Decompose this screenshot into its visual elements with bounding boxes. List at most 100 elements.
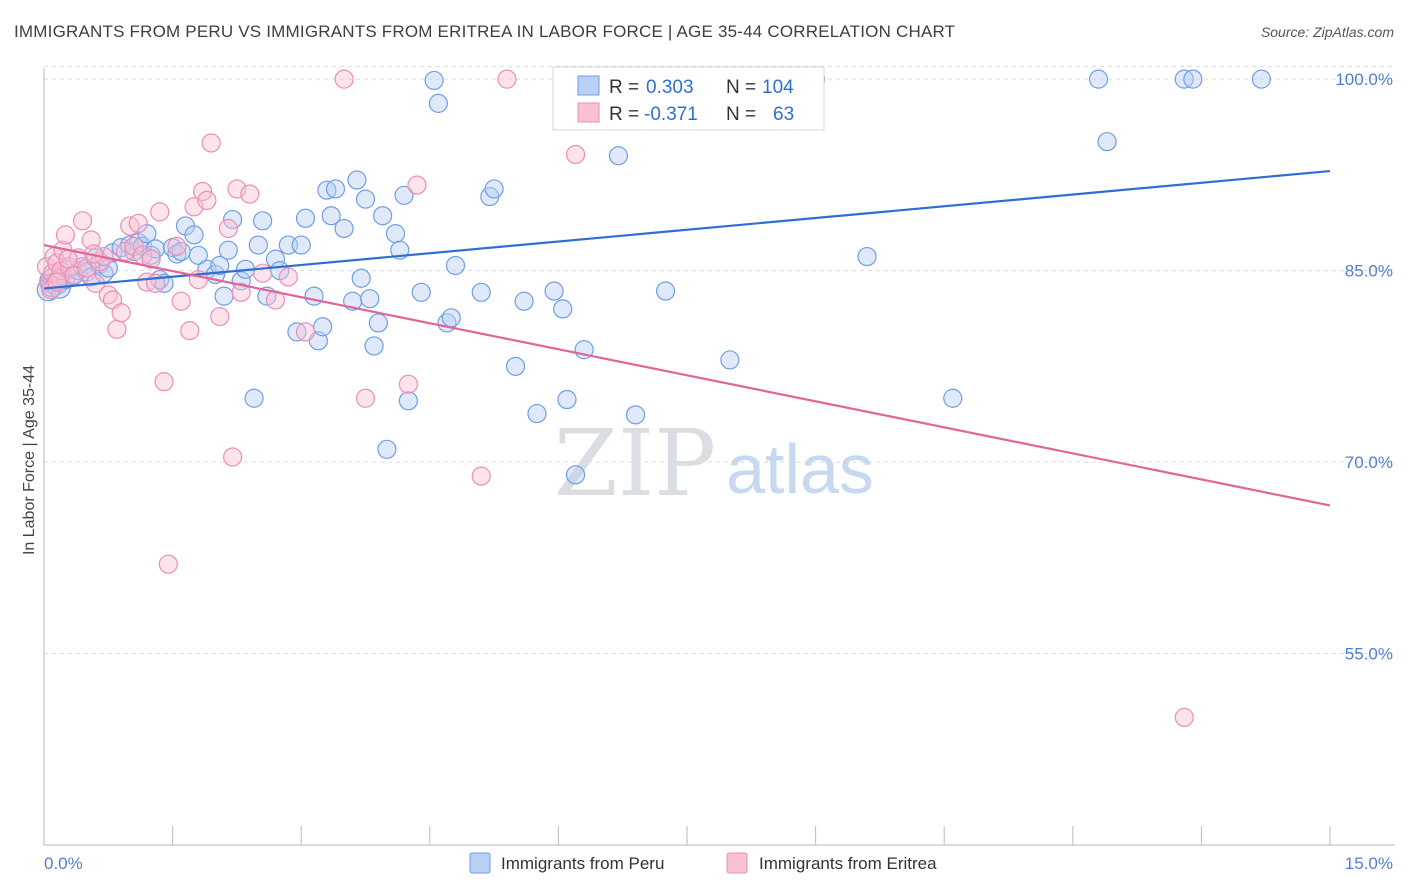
point-peru-34 [188, 245, 208, 265]
point-eritrea-43 [218, 218, 238, 239]
x-tick-label-max: 15.0% [1345, 854, 1393, 873]
bottom-legend-swatch-eritrea [726, 852, 748, 874]
point-eritrea-59 [1174, 707, 1194, 727]
point-peru-102 [1183, 69, 1203, 89]
y-tick-label-55: 55.0% [1345, 645, 1393, 664]
point-peru-52 [295, 208, 316, 228]
point-peru-61 [347, 170, 367, 190]
point-eritrea-50 [278, 267, 298, 287]
tick-labels: 55.0% 70.0% 85.0% 100.0% 0.0% 15.0% [44, 70, 1393, 873]
point-peru-51 [291, 235, 311, 255]
point-eritrea-52 [334, 69, 354, 89]
trend-line-eritrea [43, 244, 1331, 507]
point-peru-93 [655, 281, 676, 301]
point-eritrea-42 [210, 306, 230, 327]
x-tick-label-min: 0.0% [44, 854, 83, 873]
legend-r-value-eritrea: -0.371 [644, 104, 698, 125]
legend-top: R = 0.303 N = 104 R = -0.371 N = 63 [552, 66, 825, 131]
point-peru-83 [514, 291, 534, 311]
trend-lines [43, 169, 1331, 507]
watermark: ZIP atlas [554, 410, 874, 517]
point-eritrea-41 [201, 133, 221, 153]
point-peru-53 [304, 286, 324, 306]
point-eritrea-51 [295, 322, 316, 342]
point-peru-62 [351, 268, 371, 288]
point-peru-44 [248, 235, 268, 255]
trend-line-peru [43, 169, 1331, 290]
point-peru-69 [385, 223, 406, 244]
point-peru-66 [368, 313, 388, 333]
axes [43, 68, 1395, 846]
y-tick-label-70: 70.0% [1345, 453, 1393, 472]
data-points [36, 69, 1272, 727]
watermark-zip: ZIP [554, 410, 716, 517]
point-peru-37 [210, 255, 230, 276]
point-peru-87 [557, 389, 577, 410]
legend-n-value-peru: 104 [762, 77, 794, 98]
legend-r-value-peru: 0.303 [646, 77, 694, 98]
point-peru-38 [214, 286, 234, 306]
point-eritrea-31 [150, 202, 170, 222]
point-peru-68 [377, 439, 397, 459]
point-peru-95 [720, 350, 740, 370]
legend-r-label-eritrea: R = [609, 104, 639, 125]
legend-swatch-eritrea [577, 102, 600, 123]
y-tick-label-100: 100.0% [1335, 70, 1393, 89]
point-eritrea-35 [171, 291, 191, 311]
point-peru-77 [441, 308, 461, 328]
point-eritrea-26 [128, 213, 148, 233]
point-eritrea-22 [111, 303, 131, 323]
point-peru-74 [424, 70, 444, 91]
bottom-legend-swatch-peru [469, 852, 491, 874]
point-peru-85 [544, 281, 564, 301]
point-peru-40 [223, 209, 243, 230]
point-peru-78 [445, 255, 466, 276]
point-eritrea-39 [193, 181, 213, 202]
point-peru-100 [1097, 132, 1117, 152]
point-eritrea-56 [471, 466, 491, 486]
point-eritrea-54 [398, 374, 418, 394]
point-eritrea-33 [158, 554, 178, 574]
point-eritrea-9 [55, 225, 76, 245]
point-eritrea-61 [58, 249, 78, 269]
point-peru-55 [313, 317, 333, 337]
bottom-legend-label-eritrea: Immigrants from Eritrea [759, 854, 937, 873]
legend-swatch-peru [577, 75, 600, 96]
y-tick-label-85: 85.0% [1345, 262, 1393, 281]
point-peru-88 [565, 465, 586, 485]
point-eritrea-45 [227, 179, 247, 199]
point-eritrea-34 [167, 236, 187, 256]
point-peru-45 [253, 211, 273, 231]
chart-title: IMMIGRANTS FROM PERU VS IMMIGRANTS FROM … [14, 22, 956, 41]
point-peru-67 [373, 206, 393, 226]
point-eritrea-53 [355, 388, 376, 408]
point-eritrea-36 [180, 321, 200, 341]
point-peru-71 [394, 185, 414, 205]
point-peru-81 [484, 179, 504, 199]
point-peru-73 [411, 282, 431, 302]
point-peru-64 [360, 289, 380, 309]
point-eritrea-13 [72, 211, 93, 231]
point-peru-39 [218, 240, 238, 260]
point-eritrea-58 [565, 144, 586, 165]
source-credit: Source: ZipAtlas.com [1260, 24, 1394, 40]
bottom-legend-label-peru: Immigrants from Peru [501, 854, 664, 873]
point-peru-75 [428, 93, 448, 113]
point-eritrea-15 [81, 230, 101, 250]
point-peru-58 [325, 179, 346, 199]
point-eritrea-47 [240, 184, 260, 204]
point-peru-33 [184, 225, 204, 245]
point-eritrea-29 [141, 249, 161, 269]
point-eritrea-55 [407, 175, 427, 195]
point-peru-65 [364, 336, 384, 356]
point-peru-79 [471, 282, 491, 302]
point-peru-57 [321, 206, 341, 226]
point-eritrea-44 [223, 447, 243, 467]
point-peru-97 [857, 246, 877, 267]
point-peru-63 [355, 189, 376, 209]
grid-lines [44, 65, 1395, 655]
point-peru-86 [553, 299, 573, 319]
point-eritrea-32 [154, 372, 174, 392]
legend-bottom: Immigrants from Peru Immigrants from Eri… [469, 852, 937, 874]
